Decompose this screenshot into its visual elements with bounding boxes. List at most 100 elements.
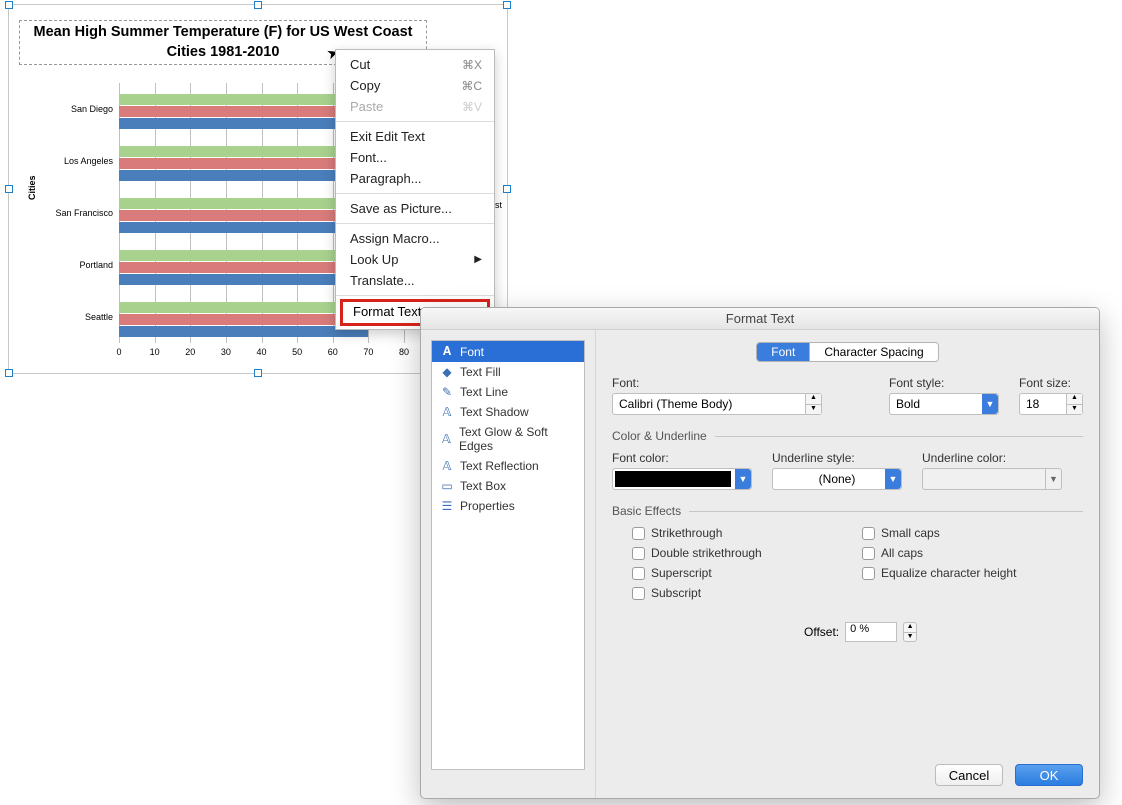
menu-item[interactable]: Copy ⌘C bbox=[336, 75, 494, 96]
category-label: San Diego bbox=[71, 104, 113, 114]
sidebar-item-text-box[interactable]: ▭Text Box bbox=[432, 476, 584, 496]
selection-handle[interactable] bbox=[5, 1, 13, 9]
paint-icon: ◆ bbox=[440, 365, 454, 379]
menu-separator bbox=[336, 121, 494, 122]
context-menu: Cut ⌘X Copy ⌘C Paste⌘V Exit Edit Text Font...… bbox=[335, 49, 495, 330]
tab-font[interactable]: Font bbox=[757, 343, 810, 361]
font-value: Calibri (Theme Body) bbox=[619, 397, 732, 411]
dialog-sidebar: 𝐀Font◆Text Fill✎Text Line𝔸Text Shadow𝔸Te… bbox=[421, 330, 596, 798]
checkbox-superscript[interactable]: Superscript bbox=[632, 566, 852, 580]
sidebar-item-text-line[interactable]: ✎ Text Line bbox=[432, 382, 584, 402]
underline-style-dropdown[interactable]: (None) ▼ bbox=[772, 468, 902, 490]
selection-handle[interactable] bbox=[254, 369, 262, 377]
sidebar-item-label: Font bbox=[460, 345, 484, 359]
menu-item-label: Save as Picture... bbox=[350, 201, 452, 216]
menu-item[interactable]: Look Up▶ bbox=[336, 249, 494, 270]
selection-handle[interactable] bbox=[503, 1, 511, 9]
sidebar-list: 𝐀Font◆Text Fill✎Text Line𝔸Text Shadow𝔸Te… bbox=[431, 340, 585, 770]
chevron-down-icon: ▼ bbox=[885, 469, 901, 489]
x-tick-label: 70 bbox=[363, 347, 373, 357]
checkbox-subscript[interactable]: Subscript bbox=[632, 586, 852, 600]
checkbox-double-strikethrough[interactable]: Double strikethrough bbox=[632, 546, 852, 560]
menu-item[interactable]: Exit Edit Text bbox=[336, 126, 494, 147]
y-axis-title[interactable]: Cities bbox=[27, 175, 37, 200]
menu-separator bbox=[336, 223, 494, 224]
color-swatch bbox=[615, 471, 731, 487]
offset-input[interactable]: 0 % bbox=[845, 622, 897, 642]
x-tick-label: 0 bbox=[116, 347, 121, 357]
checkbox-icon bbox=[632, 567, 645, 580]
divider bbox=[715, 436, 1083, 437]
menu-shortcut: ⌘C bbox=[461, 79, 482, 93]
label-font-size: Font size: bbox=[1019, 376, 1083, 390]
checkbox-icon bbox=[862, 547, 875, 560]
menu-item[interactable]: Paragraph... bbox=[336, 168, 494, 189]
sidebar-item-label: Text Line bbox=[460, 385, 508, 399]
category-label: Seattle bbox=[85, 312, 113, 322]
sidebar-item-text-glow-soft-edges[interactable]: 𝔸Text Glow & Soft Edges bbox=[432, 422, 584, 456]
checkbox-label: Superscript bbox=[651, 566, 712, 580]
sidebar-item-label: Text Reflection bbox=[460, 459, 539, 473]
label-font-color: Font color: bbox=[612, 451, 752, 465]
underline-color-picker[interactable]: ▼ bbox=[922, 468, 1062, 490]
x-tick-label: 30 bbox=[221, 347, 231, 357]
checkbox-equalize-character-height[interactable]: Equalize character height bbox=[862, 566, 1082, 580]
category-label: San Francisco bbox=[55, 208, 113, 218]
A-shadow-icon: 𝔸 bbox=[440, 405, 454, 419]
A-icon: 𝐀 bbox=[440, 344, 454, 359]
checkbox-small-caps[interactable]: Small caps bbox=[862, 526, 1082, 540]
cancel-button[interactable]: Cancel bbox=[935, 764, 1003, 786]
sidebar-item-text-reflection[interactable]: 𝔸Text Reflection bbox=[432, 456, 584, 476]
menu-item[interactable]: Save as Picture... bbox=[336, 198, 494, 219]
font-size-stepper[interactable]: 18 ▲▼ bbox=[1019, 393, 1083, 415]
sidebar-item-text-shadow[interactable]: 𝔸Text Shadow bbox=[432, 402, 584, 422]
menu-item: Paste⌘V bbox=[336, 96, 494, 117]
bar[interactable] bbox=[119, 326, 368, 337]
pen-icon: ✎ bbox=[440, 385, 454, 399]
offset-stepper[interactable]: ▲ ▼ bbox=[903, 622, 917, 642]
label-font-style: Font style: bbox=[889, 376, 999, 390]
font-style-dropdown[interactable]: Bold ▼ bbox=[889, 393, 999, 415]
selection-handle[interactable] bbox=[5, 185, 13, 193]
font-size-value: 18 bbox=[1026, 397, 1039, 411]
menu-item-label: Cut bbox=[350, 57, 370, 72]
font-style-value: Bold bbox=[896, 397, 920, 411]
menu-item-label: Paragraph... bbox=[350, 171, 422, 186]
menu-item[interactable]: Font... bbox=[336, 147, 494, 168]
menu-item[interactable]: Assign Macro... bbox=[336, 228, 494, 249]
font-combobox[interactable]: Calibri (Theme Body) ▲▼ bbox=[612, 393, 822, 415]
sidebar-item-label: Text Fill bbox=[460, 365, 501, 379]
font-color-picker[interactable]: ▼ bbox=[612, 468, 752, 490]
bar[interactable] bbox=[119, 222, 358, 233]
selection-handle[interactable] bbox=[5, 369, 13, 377]
bar[interactable] bbox=[119, 210, 358, 221]
menu-item-label: Copy bbox=[350, 78, 380, 93]
menu-shortcut: ⌘X bbox=[462, 58, 482, 72]
menu-item-label: Exit Edit Text bbox=[350, 129, 425, 144]
selection-handle[interactable] bbox=[503, 185, 511, 193]
menu-item[interactable]: Translate... bbox=[336, 270, 494, 291]
menu-shortcut: ⌘V bbox=[462, 100, 482, 114]
tab-character-spacing[interactable]: Character Spacing bbox=[810, 343, 937, 361]
stepper-icon[interactable]: ▲▼ bbox=[1066, 394, 1082, 414]
format-text-dialog: Format Text 𝐀Font◆Text Fill✎Text Line𝔸Te… bbox=[420, 307, 1100, 799]
x-tick-label: 50 bbox=[292, 347, 302, 357]
bar[interactable] bbox=[119, 198, 361, 209]
sidebar-item-text-fill[interactable]: ◆ Text Fill bbox=[432, 362, 584, 382]
menu-item[interactable]: Cut ⌘X bbox=[336, 54, 494, 75]
menu-item-label: Font... bbox=[350, 150, 387, 165]
menu-item-label: Translate... bbox=[350, 273, 415, 288]
stepper-icon[interactable]: ▲▼ bbox=[805, 394, 821, 414]
checkbox-label: Double strikethrough bbox=[651, 546, 762, 560]
checkbox-strikethrough[interactable]: Strikethrough bbox=[632, 526, 852, 540]
menu-item-label: Assign Macro... bbox=[350, 231, 440, 246]
sidebar-item-font[interactable]: 𝐀 Font bbox=[432, 341, 584, 362]
checkbox-icon bbox=[632, 587, 645, 600]
ok-button[interactable]: OK bbox=[1015, 764, 1083, 786]
checkbox-label: Equalize character height bbox=[881, 566, 1016, 580]
chevron-down-icon: ▼ bbox=[1045, 469, 1061, 489]
selection-handle[interactable] bbox=[254, 1, 262, 9]
sidebar-item-properties[interactable]: ☰Properties bbox=[432, 496, 584, 516]
checkbox-all-caps[interactable]: All caps bbox=[862, 546, 1082, 560]
section-basic-effects: Basic Effects bbox=[612, 504, 681, 518]
